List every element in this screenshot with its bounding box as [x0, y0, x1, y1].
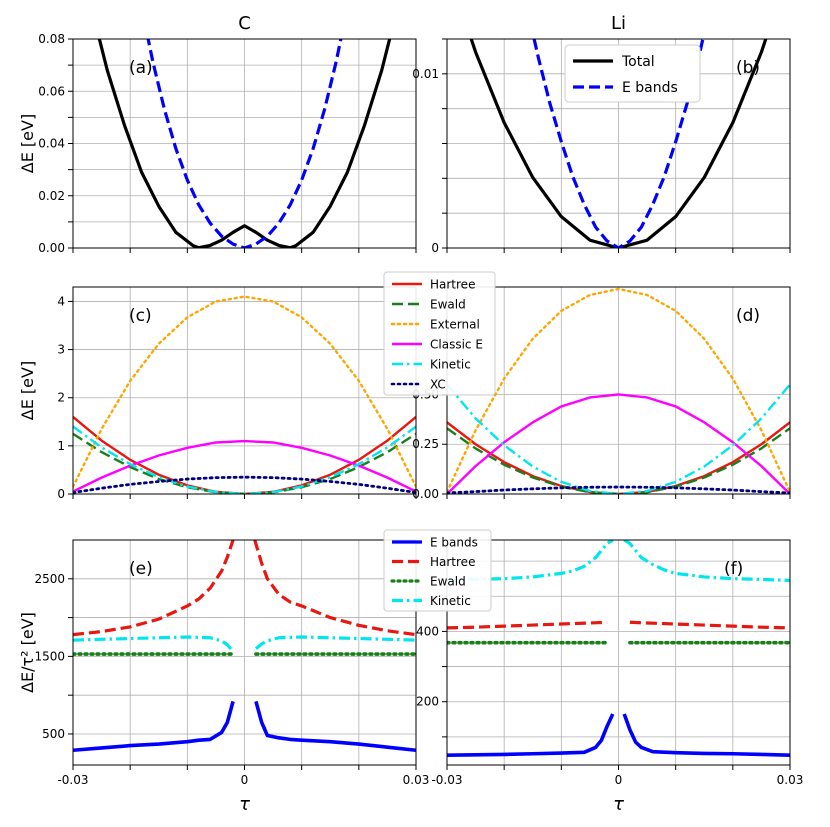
series-e-e-bands	[73, 700, 416, 753]
ytick-label-a-6: 0.06	[38, 84, 65, 98]
series-d-classic-e	[447, 393, 790, 494]
column-title-a: C	[238, 13, 251, 34]
ytick-label-e-2: 1500	[34, 649, 65, 663]
ytick-label-a-0: 0.00	[38, 241, 65, 255]
panel-e: -0.03 0 0.03 500 1500 2500 (e) ΔE/τ² [eV] τ	[18, 539, 430, 815]
ytick-label-a-8: 0.08	[38, 32, 65, 46]
ytick-label-d-1: 0.25	[412, 437, 439, 451]
xtick-label-f-3: 0	[615, 773, 623, 787]
series-b-total	[469, 39, 768, 248]
ylabel-a: ΔE [eV]	[18, 114, 37, 173]
panel-label-f: (f)	[724, 559, 743, 579]
xtick-label-f-0: -0.03	[431, 773, 462, 787]
ytick-label-e-4: 2500	[34, 572, 65, 586]
legend-label-c-4: Kinetic	[430, 358, 471, 372]
ytick-label-c-3: 3	[57, 343, 65, 357]
legend-label-e-2: Ewald	[430, 575, 466, 589]
legend-label-e-3: Kinetic	[430, 594, 471, 608]
series-a-total	[97, 39, 392, 248]
panel-c: 0 1 2 3 4 (c) ΔE [eV]	[18, 286, 417, 501]
panel-label-b: (b)	[736, 58, 760, 78]
legend-label-e-1: Hartree	[430, 555, 475, 569]
series-d-hartree	[447, 421, 790, 494]
panels: 0.00 0.02 0.04 0.06 0.08 (a) C ΔE [eV] 0 0.01 (b) L…	[18, 13, 804, 815]
panel-label-e: (e)	[129, 559, 153, 579]
ytick-label-f-1: 200	[416, 695, 439, 709]
panel-label-a: (a)	[129, 58, 153, 78]
legend-label-e-0: E bands	[430, 536, 478, 550]
series-c-hartree	[73, 416, 416, 494]
series-c-ewald	[73, 432, 416, 494]
legend-b: Total E bands	[564, 44, 701, 103]
legend-label-b-0: Total	[621, 54, 655, 70]
ytick-label-c-0: 0	[57, 487, 65, 501]
series-f-hartree	[447, 620, 790, 630]
series-f-e-bands	[447, 713, 790, 757]
ytick-label-c-1: 1	[57, 439, 65, 453]
legend-label-c-2: External	[430, 318, 480, 332]
ytick-label-d-0: 0.00	[412, 487, 439, 501]
panel-f: -0.03 0 0.03 200 400 (f) τ	[416, 539, 804, 815]
xtick-label-e-3: 0	[241, 773, 249, 787]
panel-a: 0.00 0.02 0.04 0.06 0.08 (a) C ΔE [eV]	[18, 13, 417, 255]
xtick-label-e-0: -0.03	[57, 773, 88, 787]
legend-label-c-1: Ewald	[430, 298, 466, 312]
ytick-label-a-4: 0.04	[38, 137, 65, 151]
xtick-label-e-6: 0.03	[403, 773, 430, 787]
series-d-xc	[447, 485, 790, 494]
series-a-e-bands	[146, 39, 343, 248]
ytick-label-f-3: 400	[416, 624, 439, 638]
panel-label-c: (c)	[129, 306, 152, 326]
legend-e: E bands Hartree Ewald Kinetic	[383, 529, 492, 612]
xlabel-f: τ	[613, 794, 624, 815]
legend-label-c-5: XC	[430, 378, 446, 392]
ytick-label-c-4: 4	[57, 294, 65, 308]
series-c-external	[73, 295, 416, 488]
panel-label-d: (d)	[736, 306, 760, 326]
panel-d: 0.000.250.50(d)	[412, 286, 791, 501]
legend-c: Hartree Ewald External Classic E Kinetic XC	[383, 271, 496, 396]
xlabel-e: τ	[239, 794, 250, 815]
ylabel-c: ΔE [eV]	[18, 361, 37, 420]
ytick-label-b-5: 0.01	[412, 67, 439, 81]
series-e-kinetic	[73, 635, 416, 653]
series-c-xc	[73, 475, 416, 494]
ytick-label-a-2: 0.02	[38, 189, 65, 203]
panel-b: 0 0.01 (b) Li	[412, 13, 791, 255]
column-title-b: Li	[611, 13, 626, 34]
xtick-label-f-6: 0.03	[777, 773, 804, 787]
ylabel-e: ΔE/τ² [eV]	[18, 612, 37, 693]
legend-label-c-3: Classic E	[430, 338, 483, 352]
series-e-hartree	[73, 540, 416, 637]
ytick-label-c-2: 2	[57, 391, 65, 405]
ytick-label-b-0: 0	[431, 241, 439, 255]
legend-label-c-0: Hartree	[430, 278, 475, 292]
series-d-ewald	[447, 427, 790, 494]
series-c-classic-e	[73, 439, 416, 493]
legends: Total E bands Hartree Ewald External Classic …	[383, 44, 701, 612]
legend-label-b-1: E bands	[622, 80, 678, 96]
ytick-label-e-0: 500	[42, 727, 65, 741]
series-d-external	[447, 287, 790, 494]
series-c-kinetic	[73, 425, 416, 494]
series-f-kinetic	[447, 540, 790, 583]
legend-frame-e	[383, 529, 492, 612]
